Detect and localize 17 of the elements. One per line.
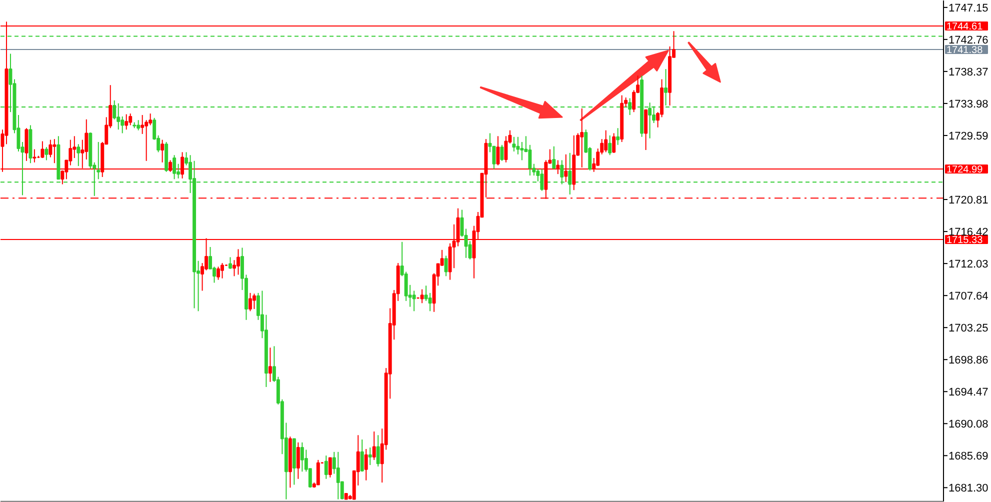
y-tick-label: 1738.37 (948, 66, 988, 78)
y-tick-label: 1690.08 (948, 418, 988, 431)
y-tick-label: 1681.30 (948, 482, 988, 495)
ref-line-label: 1724.99 (946, 164, 984, 176)
y-tick-label: 1720.81 (948, 194, 988, 207)
y-tick-label: 1694.47 (948, 386, 988, 399)
ref-line-label: 1744.61 (946, 21, 984, 32)
y-tick-label: 1747.15 (948, 2, 988, 14)
y-tick-label: 1698.86 (948, 354, 988, 367)
y-tick-label: 1712.03 (948, 258, 988, 271)
y-tick-label: 1733.98 (948, 98, 988, 110)
y-tick-label: 1729.59 (948, 130, 988, 142)
y-tick-label: 1707.64 (948, 290, 988, 303)
y-tick-label: 1742.76 (948, 34, 988, 46)
y-tick-label: 1685.69 (948, 450, 988, 463)
y-tick-label: 1703.25 (948, 322, 988, 335)
ref-line-label: 1741.38 (946, 45, 984, 56)
